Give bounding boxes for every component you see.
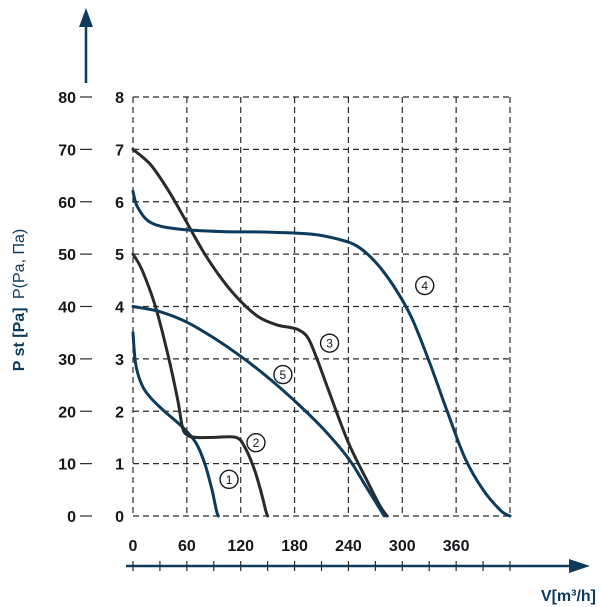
x-axis-arrowhead [569,559,590,573]
x-axis-title: V[m³/h] [541,588,596,605]
x-tick-label: 240 [335,538,362,555]
y-tick-labels-inner: 0 1 2 3 4 5 6 7 8 [115,90,124,526]
curve-5 [131,305,386,518]
curve-label-circle [219,469,239,490]
y-tick-label-inner: 4 [115,300,124,317]
y-tick-label-outer: 20 [58,404,76,421]
y-axis-tick-marks [80,96,92,517]
curve-label-number: 3 [326,337,333,351]
x-tick-label: 180 [281,538,308,555]
curve-labels: 1 2 3 4 5 [219,275,435,490]
y-tick-label-outer: 80 [58,90,76,107]
curve-label-circle [273,364,293,385]
y-tick-labels-outer: 0 10 20 30 40 50 60 70 80 [58,90,76,526]
y-tick-label-inner: 5 [115,247,124,264]
y-tick-label-outer: 60 [58,195,76,212]
y-tick-label-inner: 2 [115,404,124,421]
y-axis-title: P st [Pa] P(Pa, Па) [11,229,28,371]
curve-label-circle [246,432,266,453]
x-tick-label: 300 [389,538,416,555]
curve-3 [131,147,389,518]
y-axis-label-alt: P(Pa, Па) [11,229,28,299]
curve-label-number: 4 [421,279,428,293]
y-tick-label-inner: 3 [115,352,124,369]
x-axis-tick-marks [132,561,511,571]
svg-text:P st [Pa] P(Pa, Па): P st [Pa] P(Pa, Па) [11,229,28,371]
curve-label-number: 2 [253,436,260,450]
y-tick-label-inner: 7 [115,142,124,159]
grid [132,96,511,517]
curve-label-circle [319,333,340,353]
x-tick-label: 60 [178,538,196,555]
y-tick-label-inner: 6 [115,195,124,212]
curve-label-circle [415,275,435,296]
curve-1 [131,331,220,518]
y-axis [79,8,93,83]
y-tick-label-outer: 40 [58,300,76,317]
y-tick-label-inner: 1 [115,457,124,474]
x-axis [126,559,590,573]
y-axis-arrowhead [79,8,93,27]
y-tick-label-outer: 0 [67,509,76,526]
y-tick-label-outer: 50 [58,247,76,264]
curve-2 [131,252,270,518]
curve-4 [131,189,512,518]
y-tick-label-outer: 30 [58,352,76,369]
y-tick-label-inner: 0 [115,509,124,526]
curve-label-number: 5 [280,368,287,382]
y-tick-label-outer: 10 [58,457,76,474]
series-curves [131,147,512,518]
y-tick-label-inner: 8 [115,90,124,107]
x-tick-label: 0 [129,538,138,555]
curve-label-number: 1 [226,473,233,487]
y-axis-label-main: P st [Pa] [11,307,28,371]
x-tick-label: 120 [227,538,254,555]
y-tick-label-outer: 70 [58,142,76,159]
x-tick-label: 360 [443,538,470,555]
x-tick-labels: 0 60 120 180 240 300 360 [129,538,470,555]
